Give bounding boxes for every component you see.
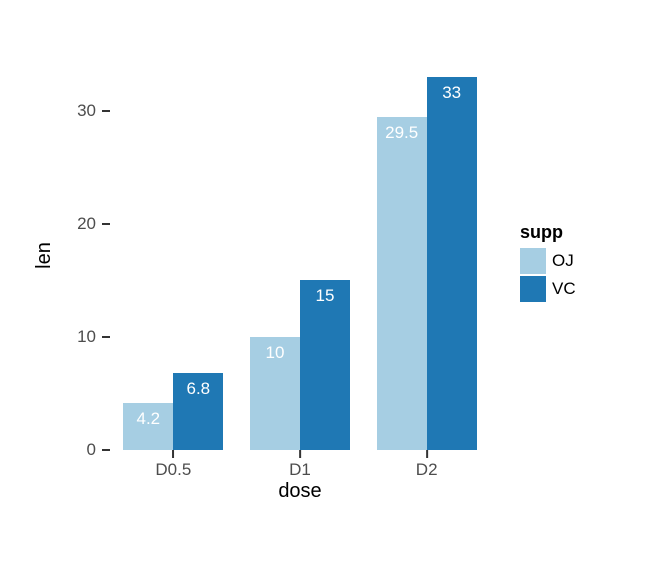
legend-swatch <box>520 276 546 302</box>
legend-swatch <box>520 248 546 274</box>
bar-value-label: 4.2 <box>137 409 161 429</box>
bar-oj: 10 <box>250 337 300 450</box>
bar-value-label: 10 <box>266 343 285 363</box>
legend-label: OJ <box>552 251 574 271</box>
x-tick: D0.5 <box>155 450 191 480</box>
legend-label: VC <box>552 279 576 299</box>
y-axis-label-text: len <box>32 242 55 269</box>
y-tick-mark <box>102 110 110 112</box>
bar-oj: 29.5 <box>377 117 427 450</box>
y-tick-label: 10 <box>77 327 102 347</box>
y-tick-label: 20 <box>77 214 102 234</box>
x-tick-mark <box>172 450 174 458</box>
x-tick-mark <box>299 450 301 458</box>
x-tick-label: D0.5 <box>155 460 191 480</box>
y-tick-mark <box>102 336 110 338</box>
bar-value-label: 6.8 <box>187 379 211 399</box>
y-tick-label: 30 <box>77 101 102 121</box>
x-tick: D1 <box>289 450 311 480</box>
bar-vc: 6.8 <box>173 373 223 450</box>
legend-item: OJ <box>520 248 576 274</box>
x-axis-label: dose <box>110 480 490 503</box>
x-tick-label: D1 <box>289 460 311 480</box>
y-axis-label: len <box>30 60 58 450</box>
x-tick: D2 <box>416 450 438 480</box>
y-tick: 20 <box>77 214 110 234</box>
x-tick-mark <box>426 450 428 458</box>
legend-title: supp <box>520 222 576 243</box>
y-tick-mark <box>102 223 110 225</box>
y-tick: 10 <box>77 327 110 347</box>
bar-value-label: 33 <box>442 83 461 103</box>
y-axis-ticks: 0102030 <box>58 60 110 450</box>
y-tick: 30 <box>77 101 110 121</box>
legend-item: VC <box>520 276 576 302</box>
bar-value-label: 15 <box>316 286 335 306</box>
bar-vc: 15 <box>300 280 350 450</box>
bar-oj: 4.2 <box>123 403 173 450</box>
x-tick-label: D2 <box>416 460 438 480</box>
plot-area: 4.2 6.8 10 15 29.5 33 <box>110 60 490 450</box>
x-axis-ticks: D0.5 D1 D2 <box>110 450 490 480</box>
bar-vc: 33 <box>427 77 477 450</box>
legend: supp OJ VC <box>520 222 576 303</box>
bar-value-label: 29.5 <box>385 123 418 143</box>
x-axis-label-text: dose <box>278 480 321 502</box>
